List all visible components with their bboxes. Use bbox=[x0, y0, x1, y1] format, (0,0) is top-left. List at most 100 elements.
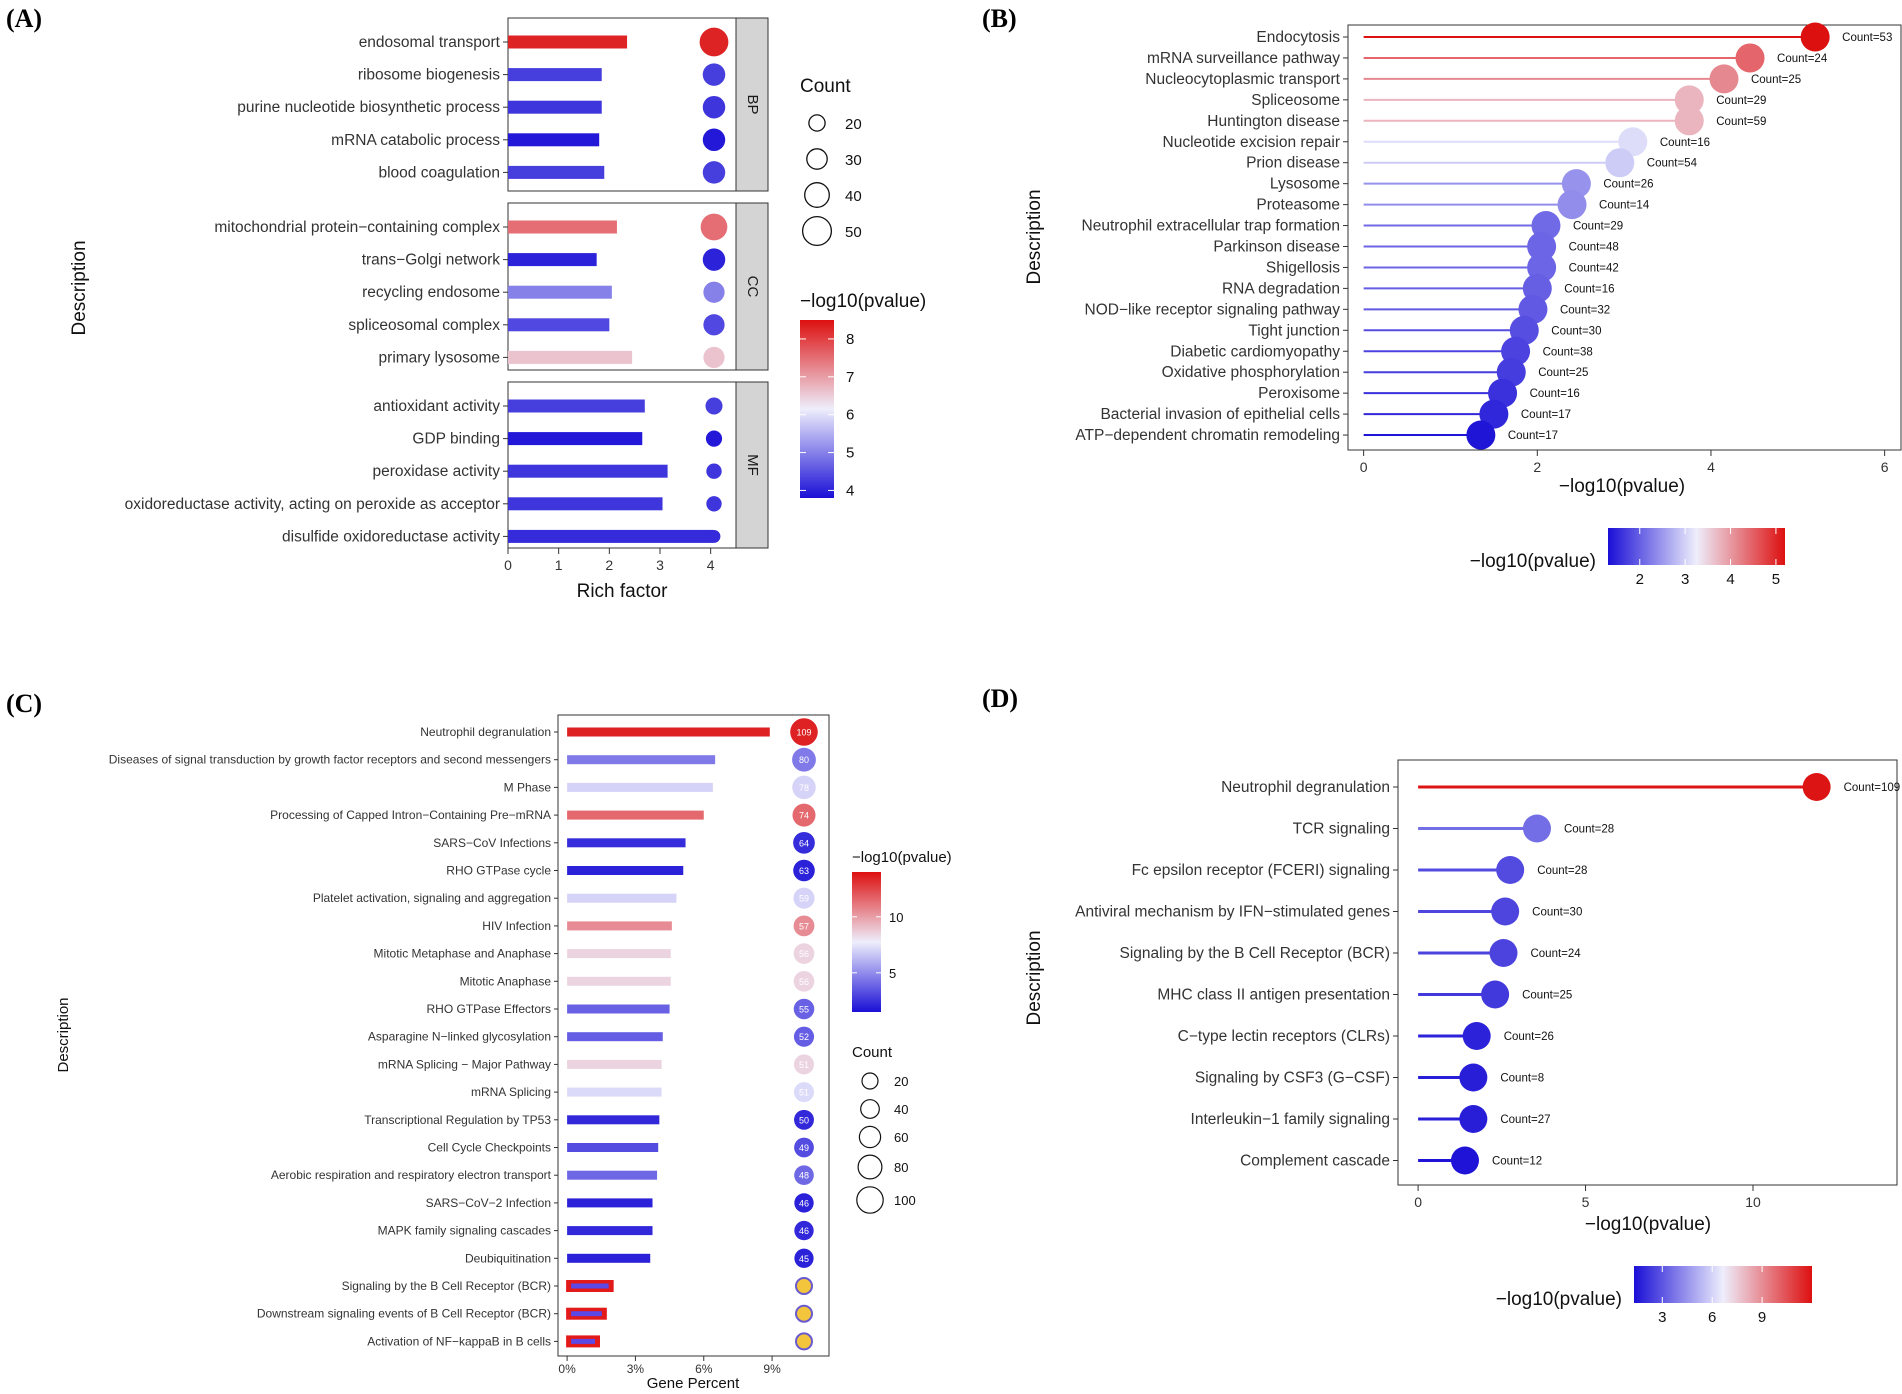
count-label: Count=24 bbox=[1777, 53, 1828, 65]
x-tick-label: 0 bbox=[504, 557, 512, 573]
count-dot-label: 57 bbox=[799, 921, 809, 931]
count-dot-label: 45 bbox=[799, 1254, 809, 1264]
count-dot bbox=[794, 1137, 814, 1158]
count-dot bbox=[794, 1220, 814, 1241]
count-label: Count=30 bbox=[1532, 907, 1582, 919]
lollipop-dot bbox=[1522, 814, 1551, 843]
count-label: Count=16 bbox=[1660, 137, 1710, 149]
x-tick-label: 6 bbox=[1881, 459, 1889, 475]
lollipop-dot bbox=[1557, 190, 1587, 220]
count-label: Count=42 bbox=[1569, 262, 1619, 274]
category-label: Peroxisome bbox=[1258, 385, 1340, 402]
x-tick-label: 6% bbox=[695, 1362, 713, 1376]
count-dot-label: 52 bbox=[799, 1032, 809, 1042]
bar bbox=[567, 727, 770, 737]
category-label: mRNA surveillance pathway bbox=[1147, 50, 1340, 67]
legend-colorbar bbox=[800, 320, 834, 498]
category-label: Activation of NF−kappaB in B cells bbox=[367, 1334, 551, 1348]
category-label: mRNA Splicing bbox=[471, 1085, 551, 1099]
count-label: Count=26 bbox=[1603, 179, 1653, 191]
panel-a-chart: BP endosomal transport ribosome biogenesis… bbox=[69, 17, 926, 602]
bar bbox=[567, 921, 672, 931]
facet-strip-label: CC bbox=[744, 276, 761, 298]
bar bbox=[567, 1143, 659, 1152]
count-label: Count=28 bbox=[1537, 865, 1587, 877]
count-label: Count=109 bbox=[1844, 782, 1901, 794]
lollipop-dot bbox=[1466, 420, 1496, 450]
legend-color-title: −log10(pvalue) bbox=[852, 849, 952, 866]
bar bbox=[567, 976, 671, 986]
count-dot-label: 49 bbox=[799, 1143, 809, 1153]
category-label: endosomal transport bbox=[359, 34, 501, 51]
category-label: oxidoreductase activity, acting on perox… bbox=[125, 496, 500, 513]
count-dot bbox=[700, 213, 728, 241]
legend-colorbar-label: 6 bbox=[1708, 1309, 1716, 1326]
facet-strip-label: MF bbox=[744, 454, 761, 476]
count-dot bbox=[793, 1026, 815, 1047]
legend-colorbar-label: 4 bbox=[1726, 571, 1734, 588]
lollipop-dot bbox=[1605, 148, 1635, 178]
category-label: Complement cascade bbox=[1240, 1153, 1390, 1170]
count-dot-label: 78 bbox=[799, 783, 809, 793]
count-label: Count=24 bbox=[1530, 948, 1581, 960]
category-label: Lysosome bbox=[1270, 176, 1340, 193]
count-dot bbox=[792, 775, 816, 800]
count-label: Count=16 bbox=[1530, 388, 1580, 400]
category-label: M Phase bbox=[504, 780, 552, 794]
count-dot bbox=[794, 1248, 814, 1268]
count-dot bbox=[793, 915, 815, 937]
x-tick-label: 1 bbox=[555, 557, 563, 573]
category-label: antioxidant activity bbox=[373, 398, 500, 415]
count-dot bbox=[705, 430, 723, 447]
category-label: mRNA catabolic process bbox=[331, 132, 500, 149]
category-label: Mitotic Metaphase and Anaphase bbox=[374, 947, 552, 961]
legend-count-label: 80 bbox=[894, 1160, 908, 1175]
category-label: trans−Golgi network bbox=[362, 252, 501, 269]
count-dot-label: 80 bbox=[799, 755, 809, 765]
count-label: Count=30 bbox=[1551, 325, 1601, 337]
x-tick-label: 0 bbox=[1414, 1194, 1422, 1210]
category-label: Oxidative phosphorylation bbox=[1162, 364, 1340, 381]
lollipop-dot bbox=[1479, 399, 1509, 429]
legend-count-title: Count bbox=[852, 1044, 893, 1061]
y-axis-title: Description bbox=[55, 997, 72, 1072]
bar bbox=[508, 133, 600, 147]
count-dot bbox=[792, 803, 816, 827]
legend-colorbar bbox=[1634, 1266, 1812, 1303]
legend-colorbar-label: 5 bbox=[1772, 571, 1780, 588]
bar bbox=[567, 1226, 653, 1236]
count-dot bbox=[794, 1165, 814, 1186]
lollipop-dot bbox=[1527, 232, 1557, 261]
y-axis-title: Description bbox=[69, 240, 90, 335]
legend-count-label: 20 bbox=[894, 1074, 908, 1089]
bar bbox=[508, 432, 643, 446]
count-label: Count=29 bbox=[1573, 221, 1623, 233]
x-tick-label: 4 bbox=[707, 557, 715, 573]
facet-strip-label: BP bbox=[744, 94, 761, 114]
lollipop-dot bbox=[1459, 1063, 1488, 1092]
category-label: Signaling by the B Cell Receptor (BCR) bbox=[342, 1279, 551, 1293]
x-tick-label: 0% bbox=[558, 1362, 576, 1376]
count-dot-label: 55 bbox=[799, 1005, 809, 1015]
plot-area bbox=[1347, 24, 1902, 451]
category-label: RNA degradation bbox=[1222, 280, 1340, 297]
facet-strip-bp bbox=[735, 17, 769, 192]
category-label: HIV Infection bbox=[482, 919, 551, 933]
count-dot bbox=[793, 970, 815, 992]
count-dot bbox=[702, 248, 726, 271]
count-label: Count=17 bbox=[1521, 409, 1571, 421]
category-label: Antiviral mechanism by IFN−stimulated ge… bbox=[1075, 904, 1390, 921]
count-dot bbox=[703, 281, 725, 303]
category-label: Nucleocytoplasmic transport bbox=[1145, 71, 1340, 88]
legend-colorbar-label: 7 bbox=[846, 369, 854, 386]
category-label: primary lysosome bbox=[379, 349, 500, 366]
lollipop-dot bbox=[1618, 127, 1648, 157]
category-label: blood coagulation bbox=[378, 164, 500, 181]
count-dot bbox=[702, 95, 726, 119]
count-label: Count=54 bbox=[1647, 158, 1698, 170]
category-label: Proteasome bbox=[1256, 197, 1340, 214]
bar bbox=[508, 318, 610, 332]
legend-colorbar-label: 2 bbox=[1636, 571, 1644, 588]
category-label: MAPK family signaling cascades bbox=[378, 1224, 551, 1238]
